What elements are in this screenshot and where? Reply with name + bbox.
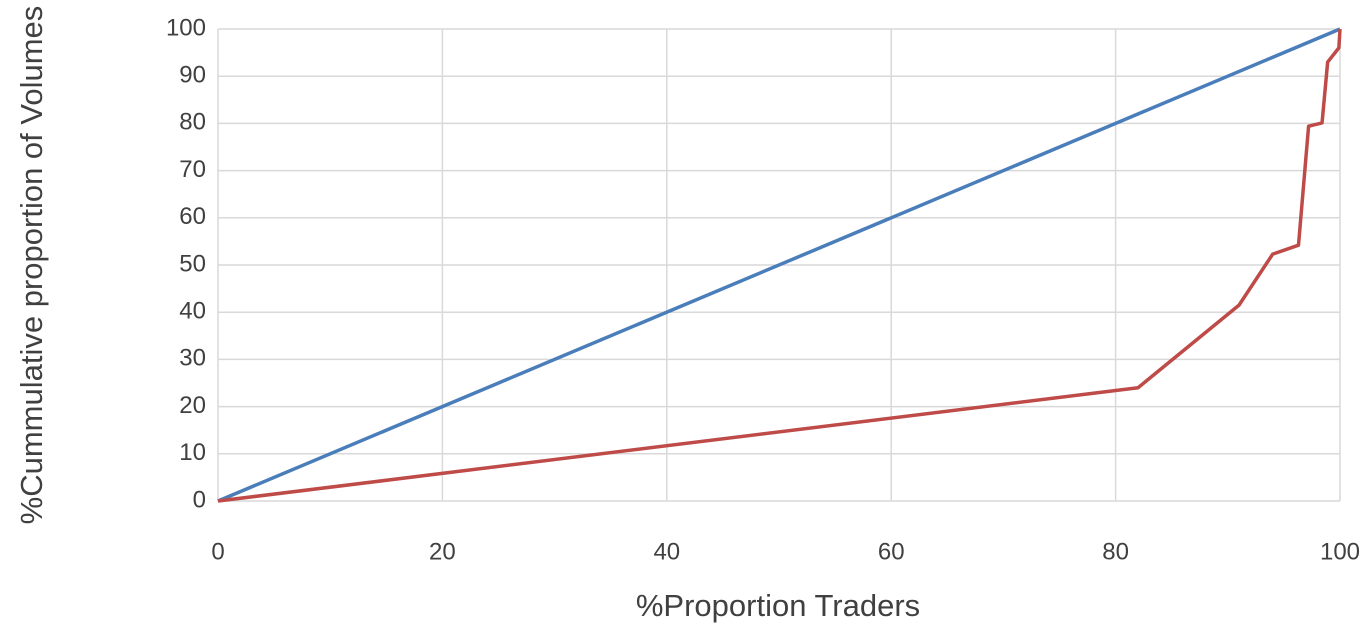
y-tick-label: 20 bbox=[179, 392, 206, 419]
data-line bbox=[217, 27, 1341, 503]
y-tick-label: 30 bbox=[179, 345, 206, 372]
y-tick-label: 0 bbox=[193, 486, 206, 513]
x-tick-label: 0 bbox=[211, 538, 224, 565]
y-tick-label: 10 bbox=[179, 439, 206, 466]
y-tick-label: 50 bbox=[179, 250, 206, 277]
y-tick-label: 100 bbox=[166, 14, 206, 41]
y-tick-label: 70 bbox=[179, 156, 206, 183]
y-axis-title: %Cummulative proportion of Volumes bbox=[14, 5, 49, 525]
y-tick-label: 40 bbox=[179, 298, 206, 325]
x-tick-label: 60 bbox=[878, 538, 905, 565]
data-line bbox=[217, 28, 1342, 503]
x-tick-label: 20 bbox=[429, 538, 456, 565]
y-tick-label: 60 bbox=[179, 203, 206, 230]
y-tick-label: 80 bbox=[179, 109, 206, 136]
x-tick-label: 80 bbox=[1102, 538, 1129, 565]
y-tick-label: 90 bbox=[179, 62, 206, 89]
x-axis-title: %Proportion Traders bbox=[636, 588, 920, 623]
x-tick-label: 40 bbox=[653, 538, 680, 565]
x-tick-label: 100 bbox=[1320, 538, 1360, 565]
